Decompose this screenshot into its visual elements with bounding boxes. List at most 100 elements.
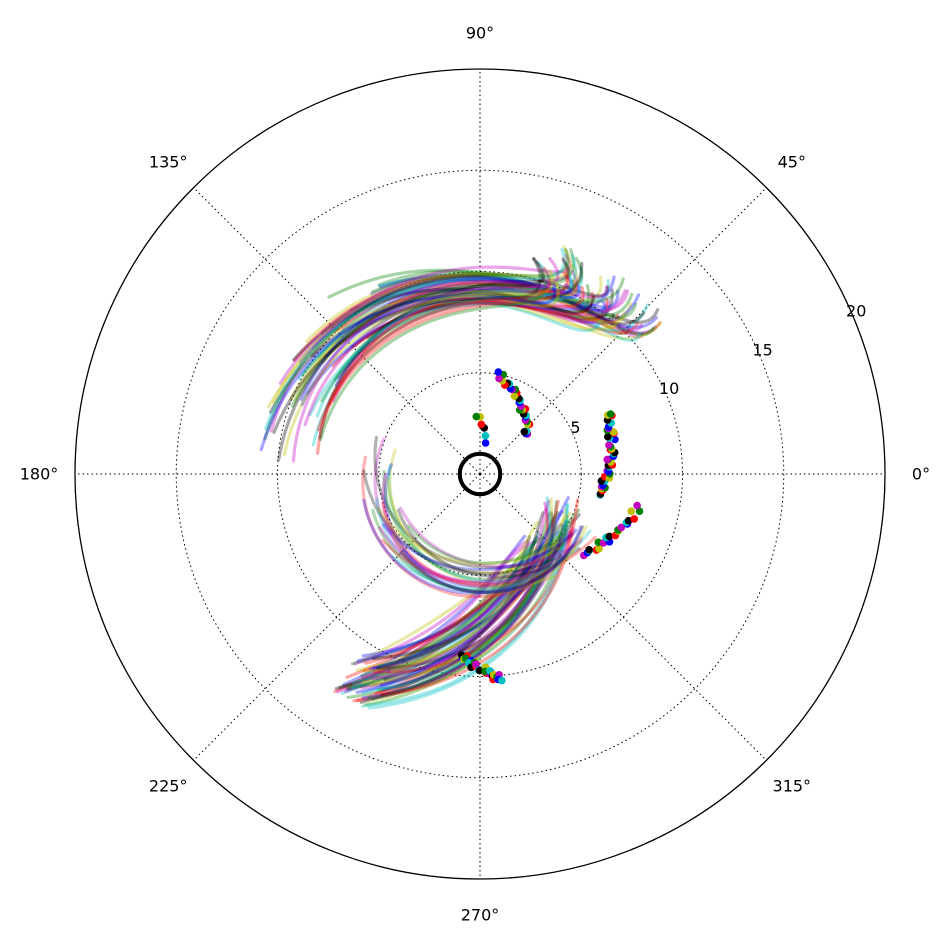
trajectory-line	[350, 296, 611, 334]
trajectory-line	[334, 535, 531, 690]
trajectory-line	[361, 520, 557, 684]
trajectory-line	[362, 469, 563, 576]
trajectory-line	[364, 543, 563, 665]
trajectory-line	[355, 282, 660, 327]
trajectory-marker	[630, 515, 638, 523]
trajectory-marker	[605, 532, 614, 541]
trajectory-marker	[495, 374, 503, 383]
trajectory-line	[323, 289, 627, 358]
trajectory-marker	[481, 439, 490, 447]
trajectory-line	[305, 275, 616, 396]
trajectory-line	[299, 277, 573, 401]
trajectory-line	[382, 469, 557, 582]
trajectory-line	[402, 525, 583, 595]
trajectory-line	[382, 281, 644, 339]
radial-gridline	[378, 372, 582, 576]
trajectory-line	[263, 248, 570, 441]
trajectory-line	[269, 253, 572, 433]
trajectory-line	[350, 288, 614, 349]
trajectory-line	[373, 437, 540, 584]
trajectory-line	[272, 256, 543, 434]
trajectory-line	[292, 287, 596, 362]
theta-tick-label: 180°	[20, 465, 59, 484]
outer-frame	[74, 68, 886, 880]
trajectory-line	[333, 256, 584, 382]
trajectory-line	[377, 500, 558, 692]
r-tick-label: 5	[570, 418, 580, 437]
trajectory-line	[346, 541, 557, 689]
trajectory-line	[321, 275, 603, 364]
trajectory-line	[381, 523, 573, 572]
trajectory-line	[336, 289, 630, 379]
trajectory-line	[310, 272, 610, 358]
trajectory-line	[360, 526, 574, 690]
trajectory-line	[386, 499, 551, 674]
trajectory-line	[328, 256, 569, 406]
trajectory-line	[361, 520, 567, 700]
angular-gridline	[193, 473, 481, 761]
trajectory-line	[373, 517, 575, 674]
trajectory-line	[289, 264, 579, 401]
trajectory-line	[359, 511, 545, 704]
trajectory-line	[318, 258, 571, 440]
trajectory-line	[407, 524, 564, 565]
trajectory-line	[362, 543, 546, 673]
trajectory-line	[386, 477, 560, 575]
theta-tick-label: 90°	[466, 24, 494, 43]
trajectory-line	[292, 274, 579, 362]
trajectory-line	[333, 555, 545, 693]
trajectory-line	[390, 529, 592, 591]
trajectory-line	[372, 501, 551, 699]
trajectory-line	[278, 269, 579, 385]
trajectory-line	[334, 289, 607, 387]
trajectory-line	[378, 526, 583, 585]
trajectory-line	[361, 534, 554, 658]
trajectory-line	[361, 524, 557, 673]
trajectory-line	[308, 261, 573, 417]
trajectory-lines	[259, 245, 663, 710]
trajectory-line	[369, 497, 554, 687]
trajectory-line	[291, 277, 551, 463]
trajectory-line	[371, 530, 572, 661]
trajectory-line	[360, 535, 544, 678]
trajectory-line	[331, 286, 609, 403]
trajectory-line	[358, 297, 633, 331]
trajectory-line	[315, 271, 571, 455]
trajectory-line	[351, 533, 555, 690]
trajectory-line	[303, 257, 560, 427]
theta-tick-label: 225°	[149, 776, 188, 795]
trajectory-marker	[472, 660, 480, 668]
trajectory-line	[268, 261, 584, 414]
trajectory-marker	[633, 501, 641, 510]
trajectory-line	[318, 270, 547, 442]
trajectory-marker	[498, 676, 506, 685]
trajectory-line	[320, 277, 625, 403]
trajectory-line	[331, 286, 585, 398]
trajectory-line	[315, 260, 551, 418]
theta-tick-label: 135°	[149, 153, 188, 172]
trajectory-line	[340, 545, 543, 695]
trajectory-line	[335, 299, 604, 345]
trajectory-line	[338, 536, 539, 689]
trajectory-line	[399, 525, 584, 595]
trajectory-marker	[605, 441, 613, 449]
trajectory-line	[381, 535, 597, 586]
trajectory-line	[345, 554, 554, 679]
trajectory-line	[349, 554, 541, 688]
r-tick-label: 10	[659, 379, 679, 398]
trajectory-line	[379, 510, 564, 687]
trajectory-line	[383, 463, 541, 588]
trajectory-line	[376, 511, 554, 670]
trajectory-marker	[627, 507, 635, 515]
trajectory-line	[390, 511, 572, 673]
trajectory-line	[375, 497, 564, 594]
trajectory-line	[304, 273, 618, 344]
trajectory-line	[353, 539, 529, 666]
trajectory-line	[375, 496, 552, 692]
trajectory-line	[371, 529, 574, 681]
trajectory-marker	[472, 412, 481, 421]
trajectory-line	[377, 296, 663, 341]
trajectory-line	[316, 267, 552, 432]
center-ring	[457, 451, 503, 497]
trajectory-line	[342, 534, 527, 687]
